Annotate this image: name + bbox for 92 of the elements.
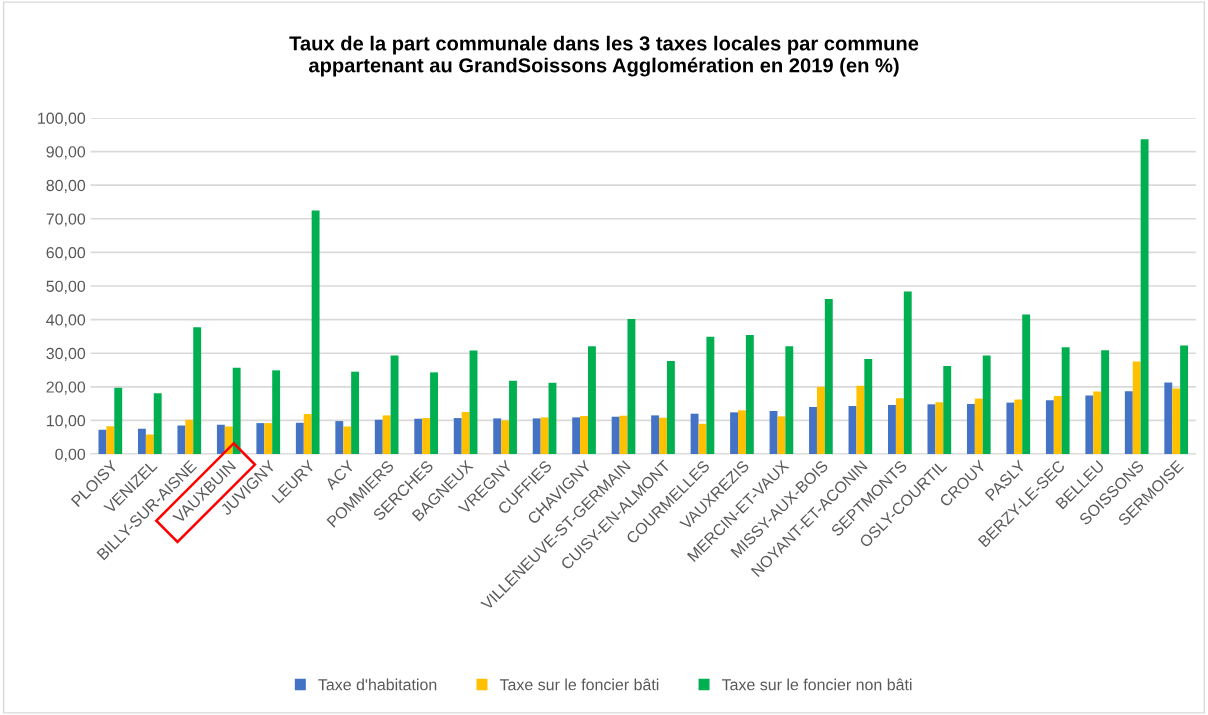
bar xyxy=(943,365,952,455)
bar xyxy=(177,425,186,455)
bar xyxy=(185,419,194,455)
bar xyxy=(193,327,202,455)
bar xyxy=(422,418,431,455)
bar xyxy=(651,415,660,455)
y-tick-label: 60,00 xyxy=(46,247,86,261)
bar xyxy=(572,417,581,455)
bar xyxy=(453,418,462,455)
bar xyxy=(903,291,912,455)
bar xyxy=(1014,399,1023,455)
bar xyxy=(461,412,470,455)
bar xyxy=(856,385,865,455)
bar xyxy=(1045,400,1054,455)
y-tick-label: 20,00 xyxy=(46,381,86,395)
bar xyxy=(1180,345,1189,455)
bar xyxy=(895,398,904,455)
bar xyxy=(232,367,241,455)
bar xyxy=(493,418,502,455)
y-tick-label: 70,00 xyxy=(46,213,86,227)
y-tick-label: 80,00 xyxy=(46,179,86,194)
bar xyxy=(974,398,983,455)
bar xyxy=(935,402,944,455)
bar xyxy=(295,422,304,455)
y-tick-label: 40,00 xyxy=(46,314,86,328)
bar xyxy=(430,372,438,455)
bar xyxy=(816,386,825,455)
legend-label: Taxe sur le foncier non bâti xyxy=(721,678,912,691)
bar xyxy=(414,418,423,455)
y-tick-label: 100,00 xyxy=(38,112,86,126)
bar xyxy=(927,404,936,455)
bar xyxy=(611,416,620,455)
bar xyxy=(532,418,541,455)
bar xyxy=(777,416,786,455)
bar xyxy=(351,371,360,455)
y-tick-label: 10,00 xyxy=(46,415,86,429)
bar xyxy=(390,355,399,455)
bar xyxy=(1172,388,1181,455)
bar xyxy=(809,406,817,455)
bar xyxy=(1124,391,1133,455)
bar xyxy=(264,423,273,455)
bar xyxy=(137,428,146,455)
bar xyxy=(216,424,225,455)
bar xyxy=(272,370,281,455)
bar xyxy=(1022,314,1031,455)
bar xyxy=(256,423,265,455)
bar xyxy=(745,335,754,455)
bar xyxy=(627,318,636,455)
bar xyxy=(114,387,123,455)
bar xyxy=(106,426,115,455)
bar xyxy=(1164,382,1173,455)
bar xyxy=(580,416,588,455)
legend-label: Taxe sur le foncier bâti xyxy=(499,678,659,691)
bar xyxy=(540,417,549,455)
bar xyxy=(730,412,738,455)
legend-label: Taxe d'habitation xyxy=(318,678,437,691)
bar xyxy=(1053,395,1062,455)
bar xyxy=(374,419,383,455)
bar xyxy=(145,434,154,455)
bar xyxy=(666,360,675,455)
bar xyxy=(335,421,344,455)
bar xyxy=(98,429,107,455)
bar xyxy=(659,417,667,455)
y-tick-label: 30,00 xyxy=(46,347,86,362)
bar xyxy=(888,404,896,455)
y-tick-label: 90,00 xyxy=(46,146,86,160)
bar xyxy=(706,336,715,455)
bar xyxy=(311,210,320,455)
y-tick-label: 0,00 xyxy=(55,448,86,462)
bar xyxy=(1132,361,1141,455)
bar xyxy=(382,415,391,455)
bar xyxy=(982,355,991,455)
bar xyxy=(1085,395,1094,455)
bar xyxy=(690,413,699,455)
bar xyxy=(824,299,833,455)
bar xyxy=(738,410,746,455)
bar xyxy=(864,358,873,455)
bar xyxy=(509,380,517,455)
bar xyxy=(785,346,794,455)
bar xyxy=(343,426,352,455)
bar xyxy=(1101,350,1110,455)
bar xyxy=(1140,139,1149,455)
bar xyxy=(587,346,596,455)
chart-title: Taux de la part communale dans les 3 taxes locales par commune appartenant au GrandSoissons Agglomération en 2019 (en %) xyxy=(289,35,919,77)
bar xyxy=(1093,391,1102,455)
bar xyxy=(303,414,312,455)
y-tick-label: 50,00 xyxy=(46,280,86,294)
bar xyxy=(966,403,975,455)
bar xyxy=(1006,402,1015,455)
bar xyxy=(501,420,510,455)
bar xyxy=(1061,347,1070,455)
bar xyxy=(153,393,162,455)
